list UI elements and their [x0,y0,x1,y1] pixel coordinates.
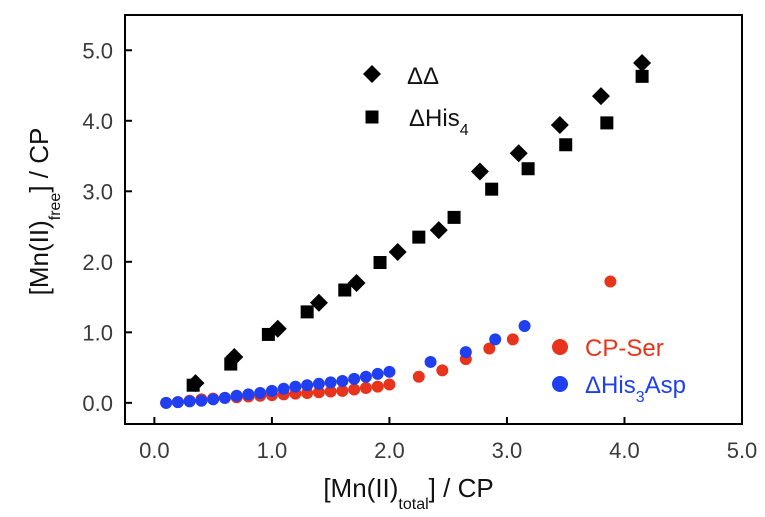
data-point-square [521,162,535,176]
x-tick-label: 4.0 [609,438,640,463]
data-point-circle [459,346,472,359]
data-point-square [338,283,352,297]
data-point-diamond [550,116,569,135]
y-axis-title: [Mn(II)free] / CP [24,128,64,296]
data-point-circle [160,396,173,409]
data-point-circle [171,396,184,409]
axis-ticks: 0.0 1.0 2.0 3.0 4.0 5.0 0.0 1.0 2.0 3.0 4.0 5.0 [82,38,757,463]
y-tick-label: 1.0 [82,320,113,345]
data-marks [160,53,652,409]
data-point-circle [383,365,396,378]
x-tick-label: 0.0 [139,438,170,463]
x-tick-label: 1.0 [257,438,288,463]
y-tick-label: 2.0 [82,250,113,275]
data-point-circle [195,394,208,407]
data-point-circle [336,384,349,397]
data-point-circle [348,383,361,396]
data-point-circle [324,376,337,389]
data-point-circle [277,382,290,395]
data-point-circle [207,393,220,406]
data-point-square [600,116,614,130]
data-point-square [485,182,499,196]
data-point-diamond [591,87,610,106]
legend-circle [552,339,568,355]
y-axis-title-prefix: [Mn(II) [24,220,54,295]
data-point-diamond [347,273,366,292]
data-point-circle [312,377,325,390]
data-point-circle [371,367,384,380]
x-axis-title-prefix: [Mn(II) [323,473,398,503]
data-point-square [559,138,573,152]
data-point-circle [242,388,255,401]
x-axis-title-suffix: ] / CP [429,473,494,503]
data-point-circle [301,379,314,392]
data-point-circle [383,378,396,391]
data-point-diamond [268,319,287,338]
data-point-circle [324,385,337,398]
y-tick-label: 3.0 [82,179,113,204]
y-tick-label: 0.0 [82,391,113,416]
data-point-diamond [225,348,244,367]
legend-label-cp-ser: CP-Ser [585,335,664,362]
legend-marker-diamond [363,65,381,83]
legend-entry-dd: ΔΔ [363,63,439,90]
data-point-diamond [309,293,328,312]
legend-square [365,110,379,124]
data-point-square [635,69,649,83]
y-tick-label: 5.0 [82,38,113,63]
data-point-circle [371,380,384,393]
data-point-circle [254,386,267,399]
data-point-circle [506,333,519,346]
data-point-diamond [470,162,489,181]
y-tick-label: 4.0 [82,109,113,134]
legend-label-his3asp: ΔHis3Asp [585,372,686,406]
data-point-circle [265,384,278,397]
data-point-circle [312,386,325,399]
y-axis-title-suffix: ] / CP [24,128,54,193]
data-point-circle [183,395,196,408]
legend-marker-square [365,110,379,124]
legend-label-his4: ΔHis4 [409,105,469,139]
data-point-diamond [186,374,205,393]
legend-circle [552,376,568,392]
data-point-circle [483,342,496,355]
data-point-circle [424,355,437,368]
legend-diamond [363,65,381,83]
data-point-circle [359,382,372,395]
data-point-diamond [633,53,652,72]
x-axis-title-subscript: total [398,496,428,513]
data-point-circle [412,370,425,383]
legend-marker-blue-circle [552,376,568,392]
data-point-diamond [509,144,528,163]
x-tick-label: 5.0 [727,438,758,463]
data-point-circle [359,370,372,383]
data-point-diamond [429,221,448,240]
data-point-circle [289,380,302,393]
data-point-circle [604,275,617,288]
data-point-circle [518,319,531,332]
data-point-circle [489,333,502,346]
data-point-square [447,210,461,224]
data-point-circle [230,389,243,402]
x-axis-title: [Mn(II)total] / CP [323,473,493,513]
data-point-square [373,256,387,270]
legend-marker-red-circle [552,339,568,355]
legend-entry-his3asp: ΔHis3Asp [552,372,686,406]
x-tick-label: 2.0 [374,438,405,463]
data-point-diamond [388,242,407,261]
legend-entry-his4: ΔHis4 [365,105,469,139]
data-point-circle [436,364,449,377]
data-point-circle [348,372,361,385]
data-point-square [300,305,314,319]
data-point-circle [336,374,349,387]
data-point-square [412,230,426,244]
plot-frame [124,14,743,425]
legend-label-dd: ΔΔ [407,63,439,90]
data-point-circle [218,391,231,404]
y-axis-title-subscript: free [47,193,64,221]
legend-entry-cp-ser: CP-Ser [552,335,664,362]
x-tick-label: 3.0 [492,438,523,463]
